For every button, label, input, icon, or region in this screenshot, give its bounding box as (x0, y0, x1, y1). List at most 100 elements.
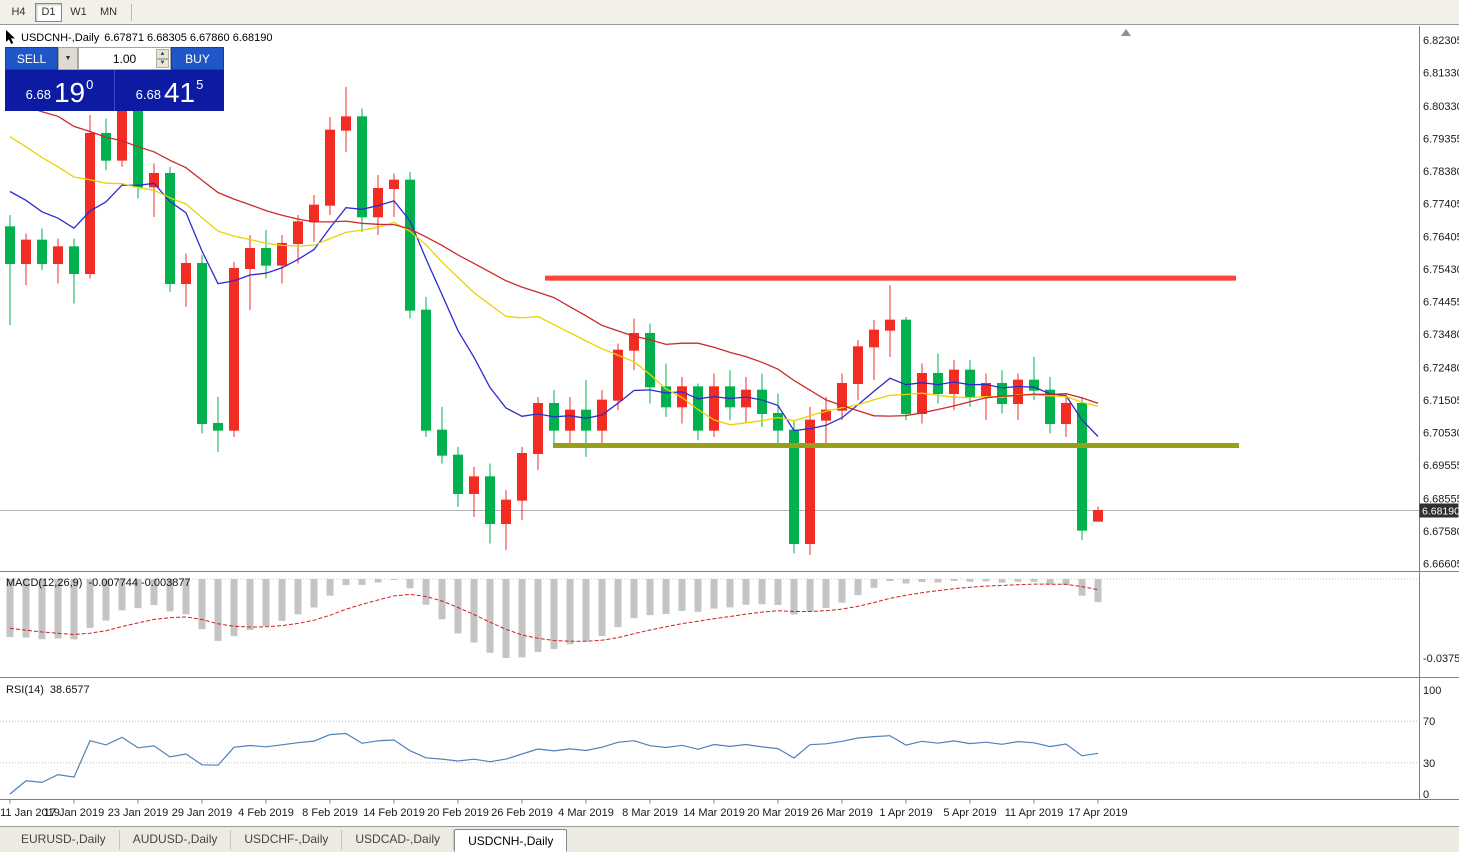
macd-histogram-bar (470, 579, 478, 643)
macd-histogram-bar (358, 579, 366, 585)
date-axis-label: 8 Feb 2019 (302, 807, 358, 819)
chart-tab-usdcad[interactable]: USDCAD-,Daily (342, 830, 455, 850)
date-axis-label: 20 Mar 2019 (747, 807, 809, 819)
candle (261, 248, 271, 266)
toolbar-divider (131, 3, 132, 21)
candle (309, 204, 319, 223)
candle (245, 248, 255, 269)
timeframe-button-d1[interactable]: D1 (35, 2, 62, 22)
candle (421, 309, 431, 431)
chart-ohlc-values: 6.67871 6.68305 6.67860 6.68190 (104, 31, 273, 44)
candle (965, 369, 975, 398)
macd-histogram-bar (6, 579, 14, 637)
rsi-indicator-label: RSI(14) 38.6577 (6, 684, 90, 696)
macd-values: -0.007744 -0.003877 (88, 577, 191, 589)
macd-histogram-bar (790, 579, 798, 615)
macd-histogram-bar (726, 579, 734, 608)
macd-indicator-label: MACD(12,26,9) -0.007744 -0.003877 (6, 577, 191, 589)
chart-canvas[interactable]: 6.82305 6.81330 6.80330 6.79355 6.78380 6.774… (0, 25, 1459, 826)
price-axis-label: 6.80330 (1423, 101, 1459, 113)
candle (1077, 403, 1087, 531)
macd-histogram-bar (86, 579, 94, 628)
macd-histogram-bar (614, 579, 622, 628)
macd-histogram-bar (1062, 579, 1070, 585)
chart-title-overlay: USDCNH-,Daily 6.67871 6.68305 6.67860 6.… (6, 30, 272, 45)
candle (1093, 510, 1103, 522)
candle (757, 389, 767, 414)
candle (405, 179, 415, 311)
macd-histogram-bar (742, 579, 750, 605)
date-axis-label: 1 Apr 2019 (879, 807, 932, 819)
rsi-line (9, 732, 1099, 795)
volume-input[interactable] (94, 51, 155, 66)
chart-tab-usdchf[interactable]: USDCHF-,Daily (231, 830, 343, 850)
current-price-tag (1419, 503, 1459, 518)
candle (661, 386, 671, 408)
macd-histogram-bar (918, 579, 926, 583)
macd-histogram-bar (102, 579, 110, 621)
trade-options-dropdown[interactable]: ▼ (58, 47, 78, 70)
macd-histogram-bar (598, 579, 606, 637)
candle (581, 409, 591, 431)
candle (741, 389, 751, 408)
chart-tab-usdcnh[interactable]: USDCNH-,Daily (454, 829, 568, 852)
buy-price[interactable]: 6.68 41 5 (115, 70, 224, 111)
macd-histogram-bar (566, 579, 574, 645)
macd-name: MACD(12,26,9) (6, 577, 83, 589)
chart-shift-marker-icon[interactable] (1121, 29, 1131, 36)
sell-button[interactable]: SELL (5, 47, 58, 70)
candle (133, 109, 143, 188)
timeframe-button-w1[interactable]: W1 (65, 3, 92, 22)
macd-signal-line (9, 583, 1099, 642)
volume-step-down-icon[interactable]: ▼ (156, 58, 169, 68)
chart-tab-eurusd[interactable]: EURUSD-,Daily (8, 830, 120, 850)
candle (357, 116, 367, 218)
macd-histogram-bar (966, 579, 974, 582)
timeframe-toolbar: H4 D1 W1 MN (0, 0, 1459, 25)
timeframe-button-h4[interactable]: H4 (5, 3, 32, 22)
macd-histogram-bar (486, 579, 494, 653)
macd-histogram-bar (710, 579, 718, 609)
candle (181, 263, 191, 284)
timeframe-button-mn[interactable]: MN (95, 3, 122, 22)
macd-histogram-bar (534, 579, 542, 652)
macd-histogram-bar (54, 579, 62, 639)
candle (565, 409, 575, 431)
candle (341, 116, 351, 131)
volume-step-up-icon[interactable]: ▲ (156, 49, 169, 59)
sell-price-sup: 0 (86, 77, 94, 92)
date-axis-label: 26 Mar 2019 (811, 807, 873, 819)
macd-histogram-bar (694, 579, 702, 612)
buy-price-base: 6.68 (135, 87, 161, 102)
candle (725, 386, 735, 408)
rsi-level-label: 70 (1423, 716, 1435, 728)
macd-histogram-bar (438, 579, 446, 620)
price-axis-label: 6.76405 (1423, 232, 1459, 244)
sell-price[interactable]: 6.68 19 0 (5, 70, 115, 111)
cursor-icon (6, 30, 15, 44)
price-axis[interactable] (1419, 25, 1459, 800)
macd-histogram-bar (502, 579, 510, 658)
price-axis-label: 6.77405 (1423, 198, 1459, 210)
buy-button[interactable]: BUY (171, 47, 224, 70)
candle (837, 383, 847, 411)
one-click-trading-panel: SELL ▼ ▲ ▼ BUY 6.68 19 0 6.68 41 (5, 47, 224, 111)
macd-histogram-bar (950, 579, 958, 581)
macd-histogram-bar (214, 579, 222, 641)
macd-histogram-bar (550, 579, 558, 649)
candle (469, 476, 479, 495)
candle (1045, 389, 1055, 424)
bottom-tabbar: EURUSD-,Daily AUDUSD-,Daily USDCHF-,Daily U… (0, 826, 1459, 852)
price-axis-label: 6.75430 (1423, 264, 1459, 276)
chart-tab-audusd[interactable]: AUDUSD-,Daily (120, 830, 232, 850)
macd-histogram-bar (70, 579, 78, 640)
macd-histogram-bar (1046, 579, 1054, 585)
bid-ask-row: 6.68 19 0 6.68 41 5 (5, 70, 224, 111)
rsi-value: 38.6577 (49, 684, 90, 696)
candle (453, 454, 463, 494)
date-axis-label: 20 Feb 2019 (427, 807, 489, 819)
sell-price-big: 19 (53, 77, 86, 108)
candle (293, 221, 303, 244)
macd-histogram-bar (134, 579, 142, 609)
